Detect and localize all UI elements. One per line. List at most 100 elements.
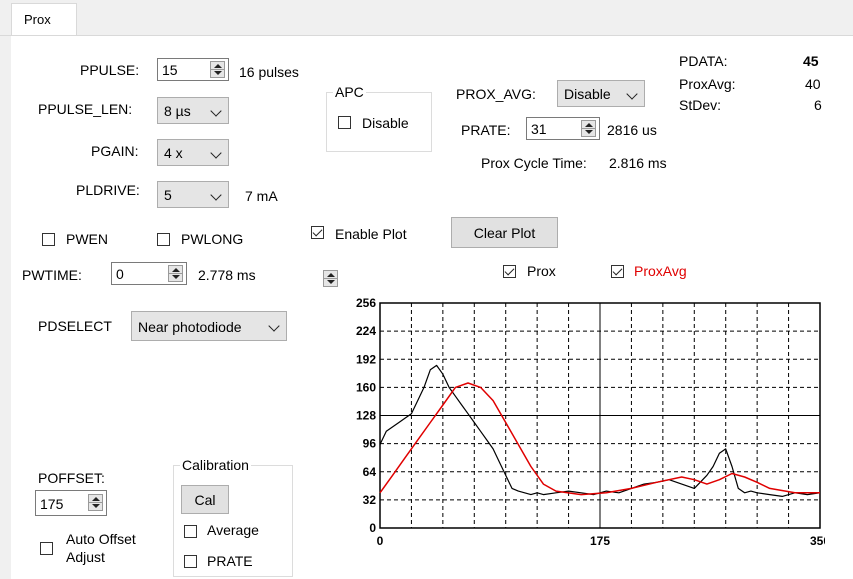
ppulse-len-select[interactable]: 8 µs [157,97,229,124]
up-arrow-icon [327,273,335,277]
apc-disable-label: Disable [362,115,409,131]
chevron-down-icon [210,189,222,201]
chevron-down-icon [210,147,222,159]
up-arrow-icon [214,64,222,68]
calibration-group: Calibration [173,457,293,577]
ppulse-value: 15 [162,62,178,78]
auto-offset-label-line1: Auto Offset [66,531,136,547]
prate-cal-label: PRATE [207,553,253,569]
tab-strip [0,0,853,34]
pdselect-label: PDSELECT [38,318,112,334]
ppulse-len-value: 8 µs [164,103,191,119]
auto-offset-checkbox[interactable] [40,542,53,555]
pwen-label: PWEN [66,231,108,247]
average-checkbox[interactable] [184,525,197,538]
plot-scale-spinner[interactable] [322,270,338,288]
pdata-value: 45 [803,53,819,69]
x-tick-label: 0 [377,534,384,548]
average-label: Average [207,522,259,538]
y-tick-label: 160 [356,380,376,394]
y-tick-label: 96 [363,437,377,451]
down-arrow-icon [92,504,100,508]
poffset-spin-buttons[interactable] [88,494,103,511]
y-tick-label: 0 [369,521,376,535]
pwlong-checkbox[interactable] [157,233,170,246]
enable-plot-checkbox[interactable] [311,226,324,239]
prate-spinner[interactable]: 31 [526,117,600,140]
pldrive-select[interactable]: 5 [157,181,229,208]
y-tick-label: 256 [356,296,376,310]
pwtime-spin-buttons[interactable] [168,265,183,282]
cycle-time-label: Prox Cycle Time: [481,155,587,171]
up-arrow-icon [585,123,593,127]
down-arrow-icon [214,71,222,75]
tab-prox-label: Prox [24,12,51,27]
pdselect-select[interactable]: Near photodiode [131,311,287,341]
apc-disable-checkbox[interactable] [338,116,351,129]
pgain-value: 4 x [164,145,183,161]
pwtime-value: 0 [116,266,124,282]
prox-chart: 0 32 64 96 128 160 192 224 256 0 175 350 [356,296,825,548]
y-tick-label: 64 [363,465,377,479]
y-tick-label: 32 [363,493,377,507]
x-tick-label: 350 [810,534,825,548]
poffset-value: 175 [40,496,64,512]
legend-proxavg-checkbox[interactable] [611,265,624,278]
ppulse-spin-buttons[interactable] [210,61,225,78]
pldrive-value: 5 [164,187,172,203]
apc-title: APC [333,84,366,100]
plot-scale-spin-buttons[interactable] [323,270,338,287]
cal-button[interactable]: Cal [181,485,229,514]
chevron-down-icon [268,320,280,332]
pwtime-note: 2.778 ms [198,267,256,283]
pldrive-label: PLDRIVE: [76,182,140,198]
cycle-time-value: 2.816 ms [609,155,667,171]
stdev-value: 6 [814,97,822,113]
pgain-select[interactable]: 4 x [157,139,229,166]
ppulse-spinner[interactable]: 15 [157,58,229,81]
proxavg-stat-value: 40 [805,76,821,92]
legend-prox-checkbox[interactable] [503,265,516,278]
enable-plot-label: Enable Plot [335,226,407,242]
proxavg-stat-label: ProxAvg: [679,76,736,92]
tab-prox[interactable]: Prox [11,3,77,36]
legend-prox-label: Prox [527,263,556,279]
y-tick-label: 224 [356,324,376,338]
pdata-label: PDATA: [679,53,728,69]
poffset-spinner[interactable]: 175 [35,490,107,516]
prox-avg-label: PROX_AVG: [456,86,536,102]
chevron-down-icon [210,105,222,117]
down-arrow-icon [585,130,593,134]
pwtime-spinner[interactable]: 0 [111,262,187,285]
prate-label: PRATE: [461,122,511,138]
calibration-title: Calibration [180,457,251,473]
poffset-label: POFFSET: [38,470,105,486]
down-arrow-icon [172,275,180,279]
ppulse-label: PPULSE: [80,62,140,78]
pwen-checkbox[interactable] [42,233,55,246]
stdev-label: StDev: [679,97,722,113]
pwlong-label: PWLONG [181,231,244,247]
pgain-label: PGAIN: [91,143,139,159]
prate-cal-checkbox[interactable] [184,555,197,568]
ppulse-note: 16 pulses [239,64,299,80]
prate-spin-buttons[interactable] [581,120,596,137]
up-arrow-icon [92,497,100,501]
pldrive-note: 7 mA [245,188,278,204]
prate-value: 31 [531,121,547,137]
prate-note: 2816 us [607,122,657,138]
x-tick-label: 175 [590,534,610,548]
prox-avg-select[interactable]: Disable [557,80,645,107]
tab-divider [0,35,853,36]
prox-avg-value: Disable [564,86,611,102]
series-line-proxavg [379,382,820,496]
y-tick-label: 192 [356,352,376,366]
legend-proxavg-label: ProxAvg [634,263,687,279]
y-tick-label: 128 [356,409,376,423]
apc-group: APC [326,84,432,152]
ppulse-len-label: PPULSE_LEN: [38,101,133,117]
chevron-down-icon [626,88,638,100]
pdselect-value: Near photodiode [138,319,242,335]
pwtime-label: PWTIME: [22,267,82,283]
clear-plot-button[interactable]: Clear Plot [451,217,558,248]
